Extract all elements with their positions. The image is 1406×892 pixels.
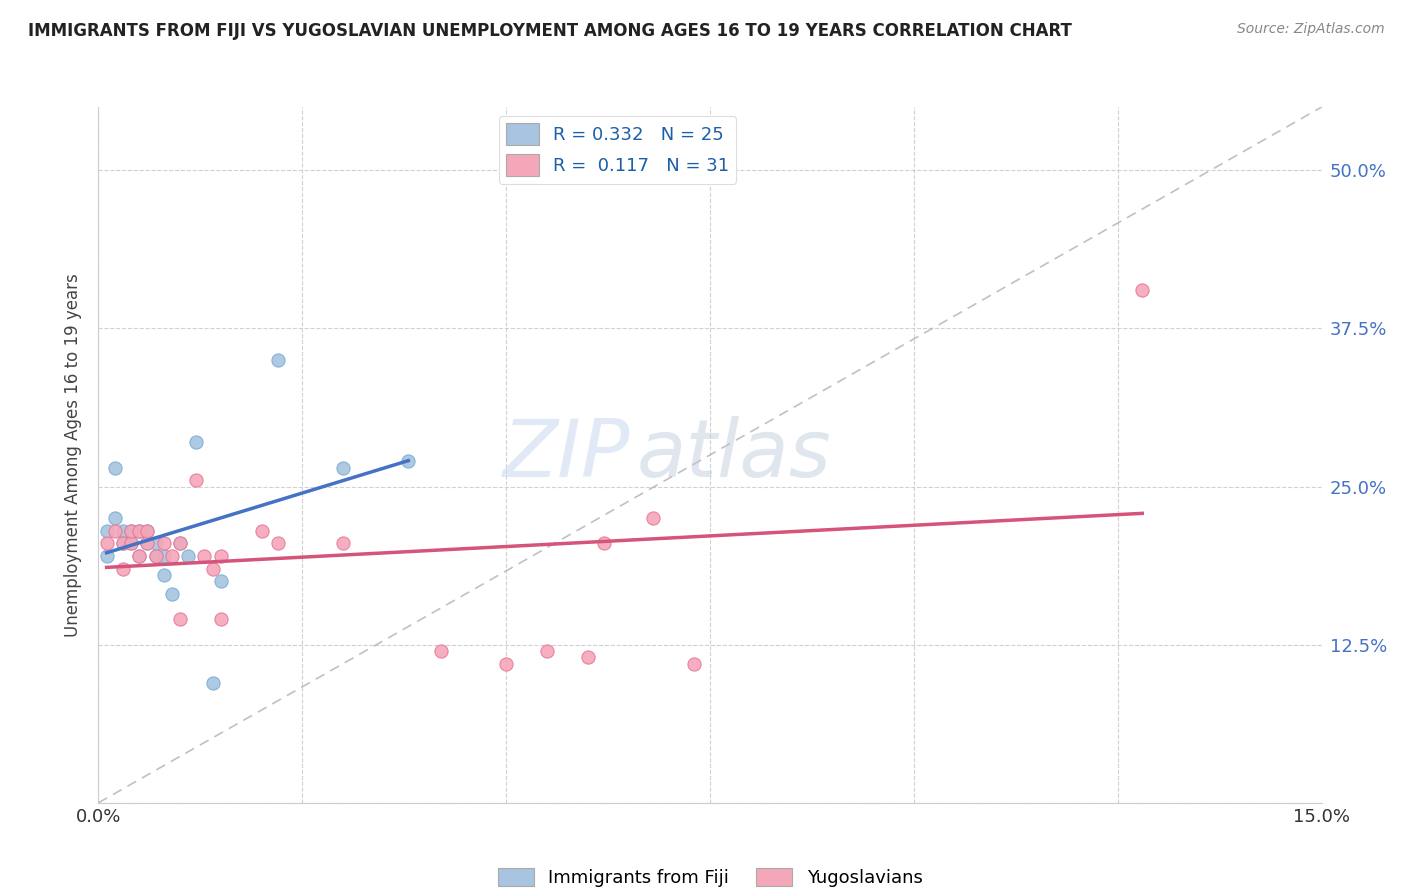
Point [136, 536, 159, 550]
Text: atlas: atlas [637, 416, 831, 494]
Point [128, 549, 150, 563]
Point [128, 524, 150, 538]
Point [145, 549, 167, 563]
Point [396, 454, 419, 468]
Point [120, 524, 142, 538]
Point [267, 536, 290, 550]
Point [136, 536, 159, 550]
Point [169, 536, 191, 550]
Point [128, 549, 150, 563]
Text: IMMIGRANTS FROM FIJI VS YUGOSLAVIAN UNEMPLOYMENT AMONG AGES 16 TO 19 YEARS CORRE: IMMIGRANTS FROM FIJI VS YUGOSLAVIAN UNEM… [28, 22, 1071, 40]
Point [495, 657, 517, 671]
Point [169, 612, 191, 626]
Point [160, 549, 183, 563]
Point [104, 524, 127, 538]
Point [430, 644, 453, 658]
Point [136, 524, 159, 538]
Text: ZIP: ZIP [503, 416, 630, 494]
Point [120, 524, 142, 538]
Point [160, 587, 183, 601]
Point [96, 536, 118, 550]
Point [209, 574, 232, 589]
Point [96, 524, 118, 538]
Point [576, 650, 599, 665]
Point [201, 675, 224, 690]
Point [1130, 284, 1153, 298]
Point [536, 644, 558, 658]
Point [250, 524, 273, 538]
Point [111, 536, 134, 550]
Point [128, 524, 150, 538]
Point [111, 562, 134, 576]
Point [152, 536, 174, 550]
Point [136, 524, 159, 538]
Point [145, 536, 167, 550]
Point [169, 536, 191, 550]
Legend: Immigrants from Fiji, Yugoslavians: Immigrants from Fiji, Yugoslavians [491, 861, 929, 892]
Point [593, 536, 616, 550]
Point [152, 549, 174, 563]
Point [186, 435, 208, 450]
Point [209, 549, 232, 563]
Point [104, 460, 127, 475]
Point [641, 511, 664, 525]
Point [209, 612, 232, 626]
Point [332, 536, 354, 550]
Point [120, 536, 142, 550]
Point [332, 460, 354, 475]
Point [145, 549, 167, 563]
Point [111, 524, 134, 538]
Point [111, 536, 134, 550]
Point [104, 511, 127, 525]
Text: Source: ZipAtlas.com: Source: ZipAtlas.com [1237, 22, 1385, 37]
Y-axis label: Unemployment Among Ages 16 to 19 years: Unemployment Among Ages 16 to 19 years [65, 273, 83, 637]
Point [201, 562, 224, 576]
Point [152, 568, 174, 582]
Point [682, 657, 704, 671]
Point [193, 549, 215, 563]
Point [186, 473, 208, 487]
Point [177, 549, 200, 563]
Point [96, 549, 118, 563]
Point [267, 353, 290, 368]
Point [120, 536, 142, 550]
